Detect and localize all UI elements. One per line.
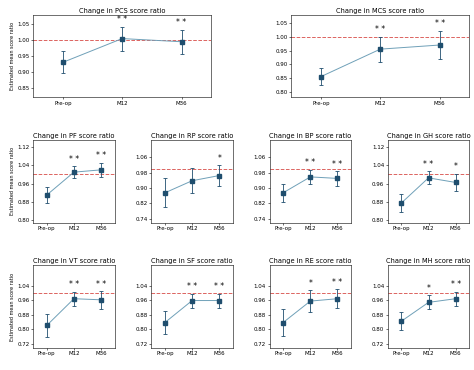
Text: * *: * * <box>117 15 127 24</box>
Text: * *: * * <box>332 160 343 169</box>
Text: * *: * * <box>96 151 106 160</box>
Text: * *: * * <box>375 25 385 34</box>
Text: * *: * * <box>332 278 343 287</box>
Y-axis label: Estimated mean score ratio: Estimated mean score ratio <box>10 22 15 90</box>
Text: * *: * * <box>423 160 434 169</box>
Title: Change in SF score ratio: Change in SF score ratio <box>151 258 233 264</box>
Text: * *: * * <box>187 282 197 291</box>
Text: *: * <box>427 284 430 293</box>
Title: Change in RE score ratio: Change in RE score ratio <box>269 258 352 264</box>
Text: * *: * * <box>176 18 187 27</box>
Y-axis label: Estimated mean score ratio: Estimated mean score ratio <box>10 147 15 215</box>
Text: * *: * * <box>69 155 79 164</box>
Text: * *: * * <box>69 280 79 289</box>
Y-axis label: Estimated mean score ratio: Estimated mean score ratio <box>10 273 15 341</box>
Text: * *: * * <box>214 282 224 291</box>
Text: * *: * * <box>435 19 445 28</box>
Title: Change in BP score ratio: Change in BP score ratio <box>269 133 351 139</box>
Title: Change in VT score ratio: Change in VT score ratio <box>33 258 115 264</box>
Title: Change in PF score ratio: Change in PF score ratio <box>33 133 115 139</box>
Text: * *: * * <box>96 280 106 289</box>
Text: * *: * * <box>451 280 461 289</box>
Text: *: * <box>309 279 312 287</box>
Title: Change in PCS score ratio: Change in PCS score ratio <box>79 8 165 14</box>
Text: * *: * * <box>305 158 315 167</box>
Text: *: * <box>454 162 457 171</box>
Title: Change in MCS score ratio: Change in MCS score ratio <box>336 8 424 14</box>
Title: Change in GH score ratio: Change in GH score ratio <box>387 133 470 139</box>
Title: Change in RP score ratio: Change in RP score ratio <box>151 133 233 139</box>
Title: Change in MH score ratio: Change in MH score ratio <box>386 258 471 264</box>
Text: *: * <box>218 154 221 162</box>
